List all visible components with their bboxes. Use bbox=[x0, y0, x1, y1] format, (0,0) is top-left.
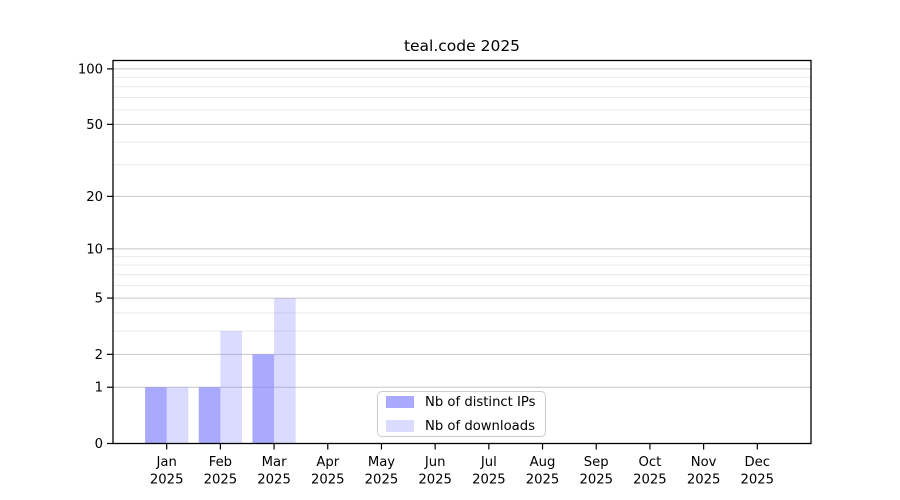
x-tick-label-month-jul: Jul bbox=[480, 455, 497, 470]
y-tick-label-10: 10 bbox=[86, 242, 103, 257]
bar-downloads-feb bbox=[220, 330, 242, 444]
x-tick-label-month-apr: Apr bbox=[316, 455, 339, 470]
y-tick-label-1: 1 bbox=[95, 381, 103, 396]
x-tick-label-year-feb: 2025 bbox=[204, 473, 238, 488]
legend-swatch-distinct-ips bbox=[386, 396, 414, 408]
legend-label-distinct-ips: Nb of distinct IPs bbox=[425, 394, 536, 410]
y-tick-label-100: 100 bbox=[78, 62, 103, 77]
x-tick-label-year-nov: 2025 bbox=[687, 473, 721, 488]
y-tick-label-2: 2 bbox=[95, 348, 103, 363]
y-tick-label-20: 20 bbox=[86, 190, 103, 205]
y-tick-label-5: 5 bbox=[95, 292, 103, 307]
x-tick-label-month-mar: Mar bbox=[262, 455, 287, 470]
legend: Nb of distinct IPs Nb of downloads bbox=[377, 391, 546, 437]
x-tick-label-year-dec: 2025 bbox=[741, 473, 775, 488]
chart-title: teal.code 2025 bbox=[403, 37, 521, 55]
x-tick-label-month-may: May bbox=[368, 455, 395, 470]
x-tick-label-month-feb: Feb bbox=[209, 455, 232, 470]
x-tick-label-month-aug: Aug bbox=[530, 455, 556, 470]
bar-distinct-ips-mar bbox=[252, 354, 275, 444]
bar-downloads-mar bbox=[274, 298, 296, 444]
x-tick-label-month-sep: Sep bbox=[584, 455, 609, 470]
x-tick-label-month-jun: Jun bbox=[424, 455, 446, 470]
x-tick-label-year-apr: 2025 bbox=[311, 473, 345, 488]
legend-swatch-downloads bbox=[386, 420, 414, 432]
y-tick-label-0: 0 bbox=[95, 437, 103, 452]
x-tick-label-year-aug: 2025 bbox=[526, 473, 560, 488]
x-tick-label-year-oct: 2025 bbox=[633, 473, 667, 488]
y-tick-label-50: 50 bbox=[86, 118, 103, 133]
x-tick-label-year-jun: 2025 bbox=[418, 473, 452, 488]
legend-row-distinct-ips: Nb of distinct IPs bbox=[386, 395, 545, 410]
x-tick-label-month-oct: Oct bbox=[639, 455, 662, 470]
legend-row-downloads: Nb of downloads bbox=[386, 419, 545, 434]
plot-border bbox=[112, 59, 812, 445]
x-tick-label-year-may: 2025 bbox=[365, 473, 399, 488]
x-tick-label-year-jan: 2025 bbox=[150, 473, 184, 488]
x-tick-label-year-mar: 2025 bbox=[257, 473, 291, 488]
x-tick-label-year-sep: 2025 bbox=[579, 473, 613, 488]
x-tick-label-month-jan: Jan bbox=[156, 455, 177, 470]
legend-label-downloads: Nb of downloads bbox=[425, 418, 535, 434]
bar-distinct-ips-feb bbox=[198, 387, 221, 444]
x-tick-label-month-nov: Nov bbox=[691, 455, 717, 470]
bar-distinct-ips-jan bbox=[145, 387, 167, 444]
x-tick-label-month-dec: Dec bbox=[745, 455, 771, 470]
bar-downloads-jan bbox=[166, 387, 189, 444]
x-tick-label-year-jul: 2025 bbox=[472, 473, 506, 488]
